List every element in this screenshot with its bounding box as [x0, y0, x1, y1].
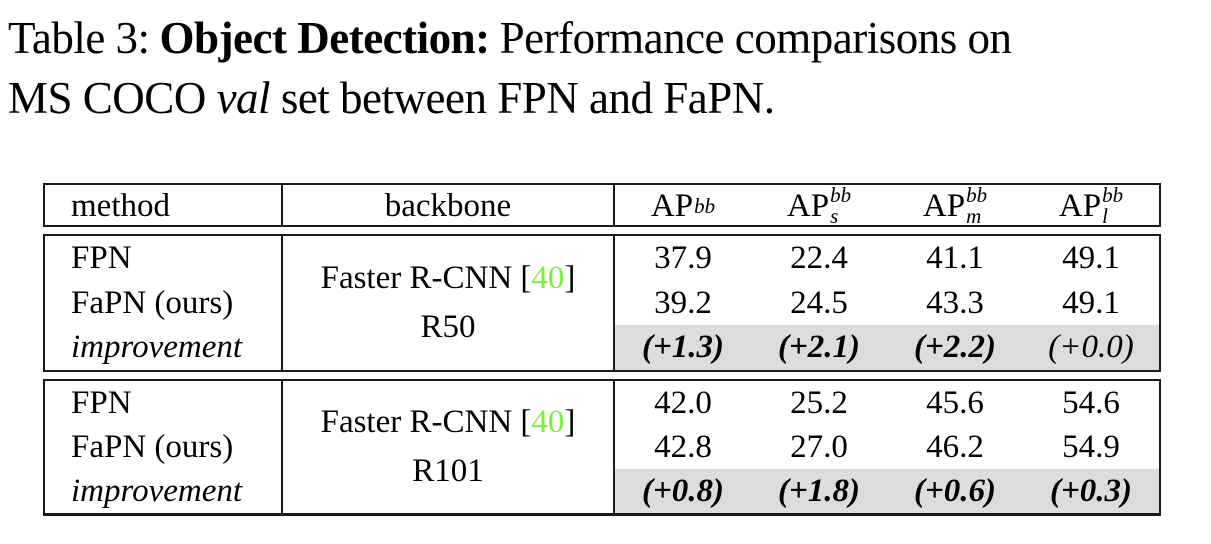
fapn-values-row: 42.8 27.0 46.2 54.9	[615, 425, 1159, 469]
caption-text-2: MS COCO	[8, 73, 206, 123]
ap-values: 42.0 25.2 45.6 54.6 42.8 27.0 46.2 54.9 …	[615, 381, 1159, 513]
improvement-cell: (+0.6)	[913, 472, 997, 509]
backbone-name: Faster R-CNN [40]	[320, 404, 576, 440]
value-cell: 41.1	[926, 239, 984, 276]
backbone-variant: R50	[420, 309, 476, 345]
value-cell: 45.6	[926, 384, 984, 421]
value-cell: 49.1	[1062, 284, 1120, 321]
value-cell: 27.0	[790, 428, 848, 465]
fpn-values-row: 37.9 22.4 41.1 49.1	[615, 236, 1159, 281]
method-improvement: improvement	[71, 329, 243, 366]
backbone-cell: Faster R-CNN [40] R50	[283, 236, 615, 370]
value-cell: 42.8	[654, 428, 712, 465]
improvement-values-row: (+1.3) (+2.1) (+2.2) (+0.0)	[615, 325, 1159, 371]
value-cell: 25.2	[790, 384, 848, 421]
caption-text-3: set between FPN and FaPN.	[280, 73, 775, 123]
method-improvement: improvement	[71, 472, 243, 509]
method-fapn: FaPN (ours)	[71, 428, 234, 465]
method-column: FPN FaPN (ours) improvement	[45, 236, 283, 370]
improvement-cell: (+1.3)	[641, 329, 725, 366]
citation-link: 40	[531, 260, 565, 296]
result-block-r50: FPN FaPN (ours) improvement Faster R-CNN…	[43, 234, 1161, 372]
header-ap-bb-s: AP bb s	[786, 183, 852, 228]
value-cell: 24.5	[790, 284, 848, 321]
value-cell: 54.9	[1062, 428, 1120, 465]
value-cell: 22.4	[790, 239, 848, 276]
table-caption: Table 3: Object Detection: Performance com…	[8, 8, 1208, 128]
method-column: FPN FaPN (ours) improvement	[45, 381, 283, 513]
value-cell: 43.3	[926, 284, 984, 321]
header-ap-bb: AP bb	[650, 187, 716, 224]
improvement-cell: (+0.3)	[1049, 472, 1133, 509]
caption-title-bold: Object Detection:	[159, 13, 491, 63]
result-block-r101: FPN FaPN (ours) improvement Faster R-CNN…	[43, 379, 1161, 516]
fapn-values-row: 39.2 24.5 43.3 49.1	[615, 281, 1159, 326]
method-fpn: FPN	[71, 384, 132, 421]
improvement-cell: (+0.8)	[641, 472, 725, 509]
value-cell: 39.2	[654, 284, 712, 321]
improvement-cell: (+1.8)	[777, 472, 861, 509]
value-cell: 37.9	[654, 239, 712, 276]
table-header-row: method backbone AP bb AP bb s AP bb m AP bb l	[43, 183, 1161, 227]
header-method: method	[45, 185, 283, 227]
improvement-cell: (+0.0)	[1048, 329, 1134, 366]
citation-link: 40	[531, 404, 565, 440]
caption-line-1: Table 3: Object Detection: Performance com…	[8, 8, 1208, 68]
caption-table-number: Table 3:	[8, 13, 150, 63]
fpn-values-row: 42.0 25.2 45.6 54.6	[615, 381, 1159, 425]
improvement-cell: (+2.2)	[913, 329, 997, 366]
caption-line-2: MS COCO val set between FPN and FaPN.	[8, 68, 1208, 128]
header-ap-bb-l: AP bb l	[1058, 183, 1124, 228]
header-backbone: backbone	[283, 185, 615, 227]
value-cell: 46.2	[926, 428, 984, 465]
value-cell: 49.1	[1062, 239, 1120, 276]
method-fapn: FaPN (ours)	[71, 284, 234, 321]
backbone-variant: R101	[412, 453, 484, 489]
improvement-values-row: (+0.8) (+1.8) (+0.6) (+0.3)	[615, 469, 1159, 513]
value-cell: 54.6	[1062, 384, 1120, 421]
improvement-cell: (+2.1)	[777, 329, 861, 366]
results-table: method backbone AP bb AP bb s AP bb m AP bb l F…	[43, 183, 1161, 516]
caption-val-italic: val	[216, 73, 271, 123]
header-ap-bb-m: AP bb m	[922, 183, 988, 228]
ap-values: 37.9 22.4 41.1 49.1 39.2 24.5 43.3 49.1 …	[615, 236, 1159, 371]
method-fpn: FPN	[71, 239, 132, 276]
value-cell: 42.0	[654, 384, 712, 421]
caption-text-1: Performance comparisons on	[499, 13, 1012, 63]
backbone-name: Faster R-CNN [40]	[320, 260, 576, 296]
backbone-cell: Faster R-CNN [40] R101	[283, 381, 615, 513]
